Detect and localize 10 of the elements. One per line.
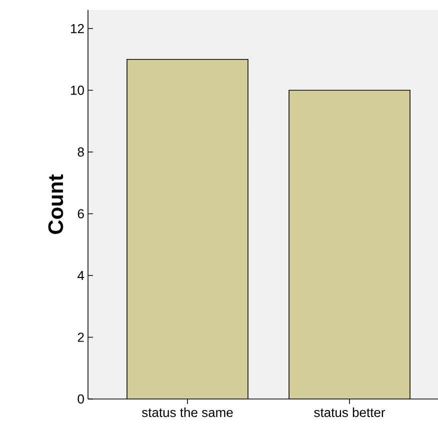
y-tick-label: 10: [70, 86, 84, 95]
y-tick-label: 12: [70, 24, 84, 34]
y-tick-label: 6: [78, 209, 84, 218]
y-tick-label: 2: [78, 332, 84, 342]
x-tick-label: status the same: [142, 408, 233, 418]
y-axis-title: Count: [48, 174, 64, 234]
x-tick-label: status better: [314, 408, 386, 418]
y-tick-label: 0: [78, 394, 84, 404]
y-tick-label: 4: [78, 271, 84, 280]
y-tick-label: 8: [78, 147, 84, 157]
